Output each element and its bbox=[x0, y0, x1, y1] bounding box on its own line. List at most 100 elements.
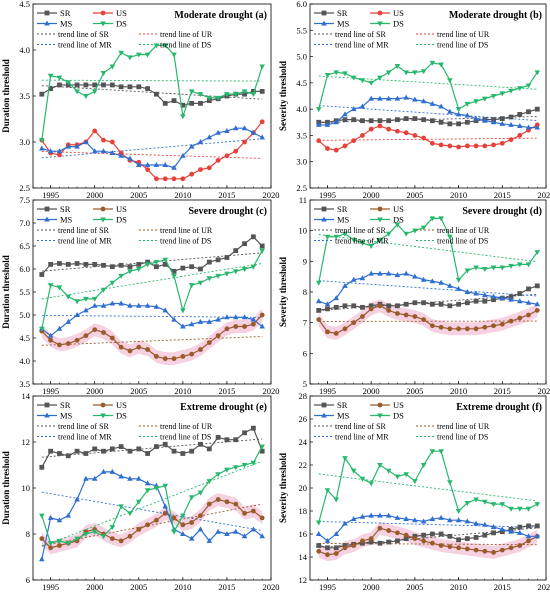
point-us bbox=[325, 552, 330, 557]
point-us bbox=[39, 536, 44, 541]
point-sr bbox=[316, 543, 321, 548]
point-us bbox=[225, 153, 230, 158]
y-tick-label: 4.5 bbox=[19, 0, 30, 9]
point-sr bbox=[430, 118, 435, 123]
legend-marker-sr bbox=[322, 207, 327, 212]
point-us bbox=[136, 527, 141, 532]
y-tick-label: 6.5 bbox=[19, 241, 30, 251]
y-tick-label: 10 bbox=[22, 483, 31, 493]
point-sr bbox=[430, 532, 435, 537]
point-sr bbox=[517, 112, 522, 117]
point-sr bbox=[136, 262, 141, 267]
point-us bbox=[509, 137, 514, 142]
point-sr bbox=[233, 437, 238, 442]
point-sr bbox=[216, 435, 221, 440]
legend-label: SR bbox=[337, 204, 348, 214]
point-sr bbox=[509, 115, 514, 120]
legend-trend-label: trend line of UR bbox=[160, 30, 213, 39]
point-sr bbox=[83, 451, 88, 456]
point-us bbox=[316, 549, 321, 554]
point-us bbox=[386, 308, 391, 313]
y-tick-label: 5.5 bbox=[296, 25, 307, 35]
point-sr bbox=[260, 244, 265, 249]
point-sr bbox=[421, 300, 426, 305]
point-sr bbox=[66, 262, 71, 267]
point-sr bbox=[189, 449, 194, 454]
point-sr bbox=[119, 263, 124, 268]
point-us bbox=[172, 516, 177, 521]
y-tick-label: 10 bbox=[299, 226, 308, 236]
point-us bbox=[404, 313, 409, 318]
point-sr bbox=[198, 101, 203, 106]
legend-trend-label: trend line of MR bbox=[335, 237, 389, 246]
y-tick-label: 5.0 bbox=[19, 310, 30, 320]
legend-marker-sr bbox=[45, 207, 50, 212]
legend-label: US bbox=[393, 204, 404, 214]
y-axis-label: Duration threshold bbox=[1, 59, 11, 133]
y-axis-label: Duration threshold bbox=[1, 255, 11, 329]
x-tick-label: 2010 bbox=[174, 582, 191, 592]
point-us bbox=[421, 539, 426, 544]
x-tick-label: 2020 bbox=[538, 386, 550, 396]
point-us bbox=[343, 545, 348, 550]
point-us bbox=[180, 354, 185, 359]
point-sr bbox=[517, 525, 522, 530]
point-sr bbox=[369, 118, 374, 123]
x-tick-label: 2020 bbox=[263, 386, 280, 396]
y-tick-label: 20 bbox=[299, 483, 308, 493]
point-us bbox=[189, 172, 194, 177]
point-us bbox=[447, 544, 452, 549]
point-us bbox=[198, 513, 203, 518]
point-sr bbox=[378, 541, 383, 546]
point-us bbox=[465, 326, 470, 331]
point-us bbox=[509, 319, 514, 324]
point-us bbox=[225, 326, 230, 331]
point-us bbox=[216, 158, 221, 163]
point-us bbox=[482, 144, 487, 149]
panel-title: Severe drought (d) bbox=[462, 206, 542, 217]
point-us bbox=[180, 176, 185, 181]
point-us bbox=[351, 543, 356, 548]
point-us bbox=[360, 133, 365, 138]
point-us bbox=[198, 347, 203, 352]
point-us bbox=[66, 341, 71, 346]
point-us bbox=[216, 497, 221, 502]
point-us bbox=[369, 306, 374, 311]
point-us bbox=[92, 327, 97, 332]
point-sr bbox=[316, 308, 321, 313]
point-us bbox=[526, 313, 531, 318]
point-us bbox=[207, 340, 212, 345]
point-sr bbox=[474, 299, 479, 304]
point-us bbox=[145, 167, 150, 172]
point-us bbox=[119, 539, 124, 544]
point-sr bbox=[216, 257, 221, 262]
point-sr bbox=[92, 447, 97, 452]
legend-label: SR bbox=[337, 400, 348, 410]
point-us bbox=[395, 530, 400, 535]
point-us bbox=[101, 138, 106, 143]
x-tick-label: 2005 bbox=[406, 386, 423, 396]
point-sr bbox=[526, 287, 531, 292]
point-sr bbox=[447, 534, 452, 539]
legend-label: US bbox=[116, 204, 127, 214]
point-sr bbox=[447, 121, 452, 126]
legend-trend-label: trend line of SR bbox=[335, 30, 387, 39]
legend-label: DS bbox=[393, 411, 404, 421]
point-sr bbox=[136, 447, 141, 452]
point-sr bbox=[439, 532, 444, 537]
x-tick-label: 2020 bbox=[263, 190, 280, 200]
point-sr bbox=[386, 540, 391, 545]
legend-label: US bbox=[116, 8, 127, 18]
x-tick-label: 2010 bbox=[450, 582, 467, 592]
legend-marker-sr bbox=[45, 11, 50, 16]
point-us bbox=[439, 325, 444, 330]
x-tick-label: 1995 bbox=[42, 190, 59, 200]
point-sr bbox=[325, 545, 330, 550]
point-sr bbox=[242, 241, 247, 246]
point-us bbox=[198, 167, 203, 172]
point-us bbox=[207, 165, 212, 170]
point-sr bbox=[83, 262, 88, 267]
point-us bbox=[351, 320, 356, 325]
point-sr bbox=[526, 109, 531, 114]
